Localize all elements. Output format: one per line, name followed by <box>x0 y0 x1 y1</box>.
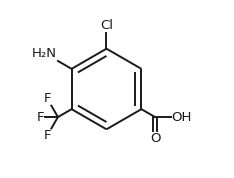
Text: F: F <box>43 92 51 105</box>
Text: OH: OH <box>172 111 192 124</box>
Text: H₂N: H₂N <box>32 47 57 60</box>
Text: F: F <box>37 111 44 124</box>
Text: O: O <box>150 132 160 145</box>
Text: F: F <box>43 129 51 142</box>
Text: Cl: Cl <box>100 19 113 32</box>
